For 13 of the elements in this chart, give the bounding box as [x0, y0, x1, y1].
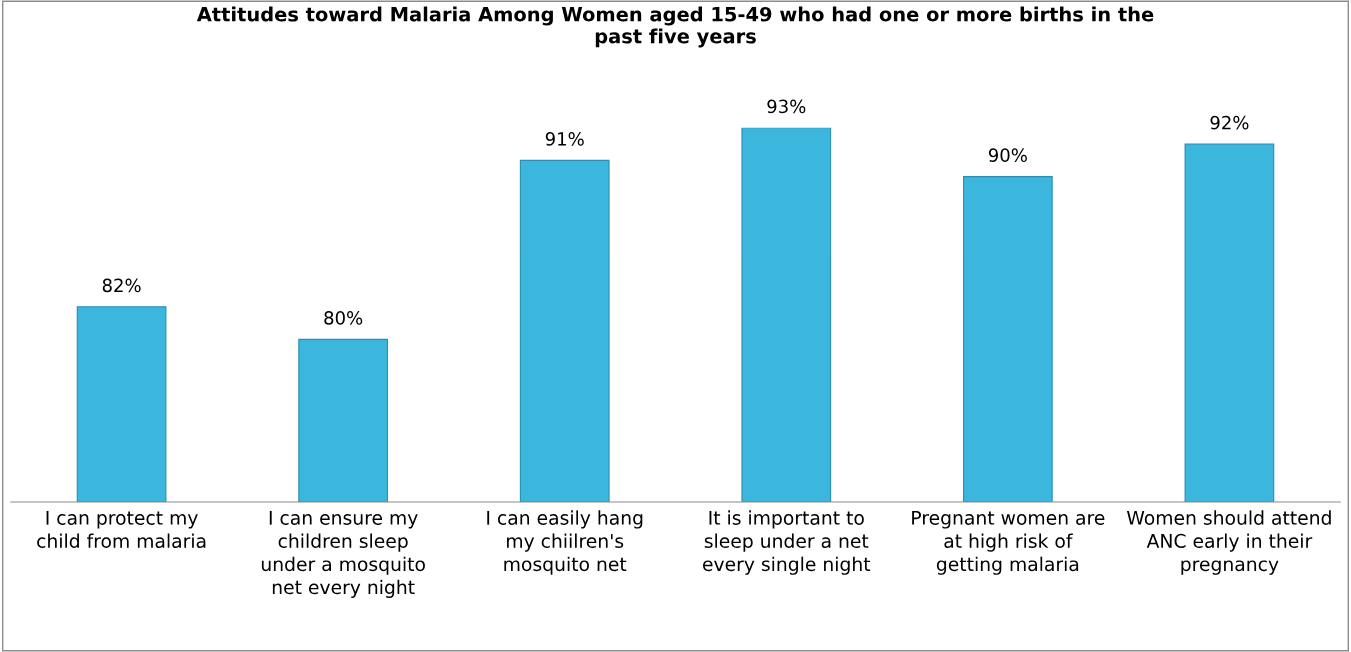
- x-tick-label: I can easily hang my chiilren's mosquito net: [487, 510, 643, 575]
- data-label: 80%: [324, 311, 363, 325]
- x-tick-label: I can ensure my children sleep under a mosquito net every night: [261, 510, 425, 598]
- data-label: 93%: [767, 99, 806, 114]
- data-label: 91%: [545, 132, 584, 146]
- x-tick-label: Pregnant women are at high risk of getting malaria: [912, 510, 1105, 575]
- data-label: 92%: [1210, 115, 1249, 130]
- x-tick-label: Women should attend ANC early in their pregnancy: [1126, 510, 1331, 575]
- x-tick-label: I can protect my child from malaria: [37, 510, 206, 549]
- x-tick-label: It is important to sleep under a net every single night: [703, 510, 871, 575]
- chart-title: Attitudes toward Malaria Among Women aged 15-49 who had one or more births in the past five years: [196, 6, 1154, 48]
- data-label: 82%: [102, 278, 141, 293]
- data-label: 90%: [988, 148, 1027, 162]
